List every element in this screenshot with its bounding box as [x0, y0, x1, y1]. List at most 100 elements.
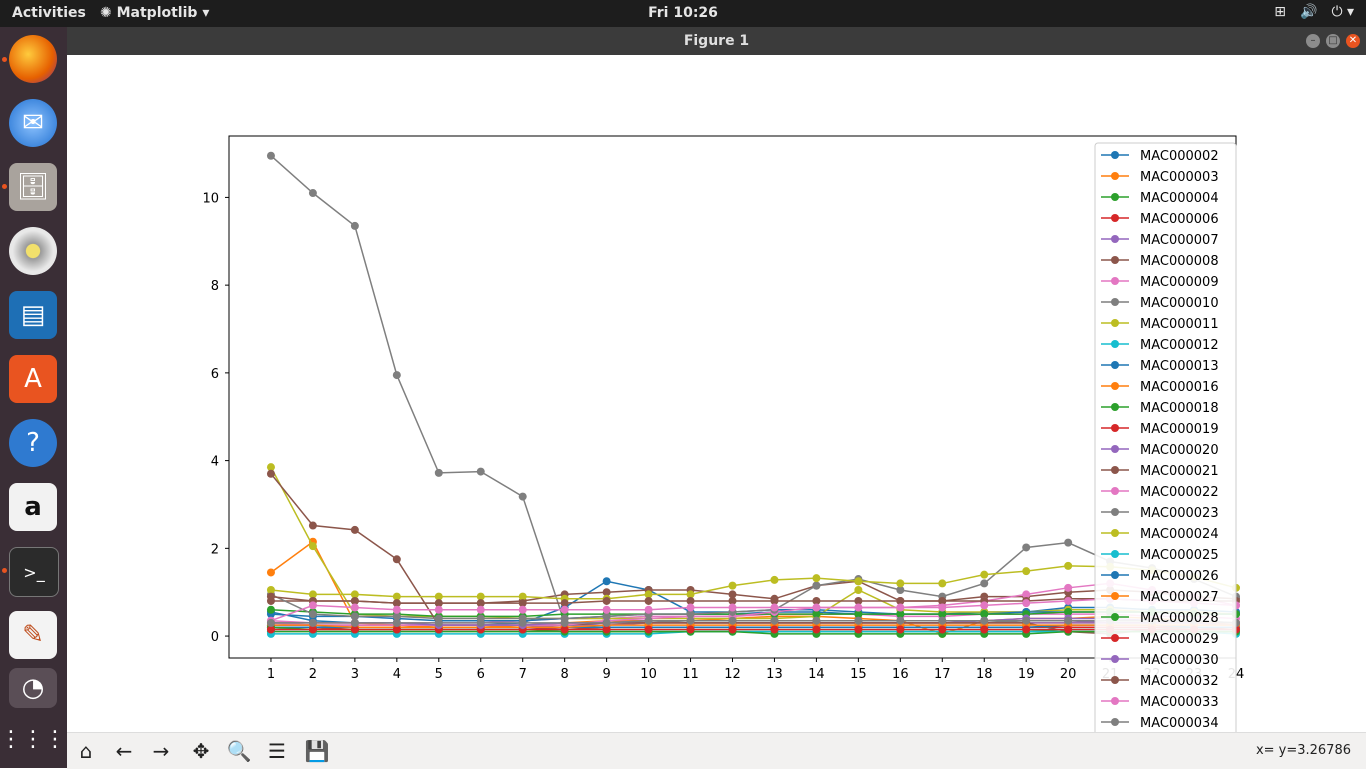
data-point [435, 619, 443, 627]
save-icon[interactable]: 💾 [303, 738, 331, 764]
home-icon[interactable]: ⌂ [72, 738, 100, 764]
figure-canvas[interactable]: 123456789101112131415161718192021222324 … [67, 55, 1366, 732]
x-tick-label: 11 [682, 667, 699, 682]
line-chart[interactable]: 123456789101112131415161718192021222324 … [67, 55, 1366, 732]
zoom-icon[interactable]: 🔍 [225, 738, 253, 764]
data-point [603, 619, 611, 627]
data-point [1022, 625, 1030, 633]
x-tick-label: 5 [435, 667, 443, 682]
legend-label: MAC000016 [1140, 380, 1219, 395]
forward-icon[interactable]: → [147, 738, 175, 764]
legend-label: MAC000018 [1140, 401, 1219, 416]
y-tick-label: 10 [202, 191, 219, 206]
configure-subplots-icon[interactable]: ☰ [263, 738, 291, 764]
legend-swatch-marker [1111, 634, 1119, 642]
data-point [854, 625, 862, 633]
legend: MAC000002MAC000003MAC000004MAC000006MAC0… [1095, 143, 1236, 732]
network-icon: ⊞ [1274, 4, 1286, 20]
data-point [267, 619, 275, 627]
window-titlebar[interactable]: Figure 1 – □ ✕ [67, 27, 1366, 55]
pan-icon[interactable]: ✥ [187, 738, 215, 764]
legend-swatch-marker [1111, 340, 1119, 348]
legend-label: MAC000024 [1140, 527, 1219, 542]
data-point [812, 617, 820, 625]
data-point [519, 619, 527, 627]
legend-swatch-marker [1111, 550, 1119, 558]
activities-button[interactable]: Activities [12, 5, 86, 21]
text-editor-icon[interactable]: ✎ [9, 611, 57, 659]
data-point [938, 579, 946, 587]
firefox-icon[interactable] [9, 35, 57, 83]
data-point [267, 593, 275, 601]
data-point [351, 619, 359, 627]
legend-swatch-marker [1111, 676, 1119, 684]
data-point [854, 604, 862, 612]
y-ticks: 0246810 [202, 191, 229, 645]
software-icon[interactable]: A [9, 355, 57, 403]
x-tick-label: 13 [766, 667, 783, 682]
thunderbird-icon[interactable]: ✉ [9, 99, 57, 147]
legend-swatch-marker [1111, 697, 1119, 705]
legend-label: MAC000007 [1140, 233, 1219, 248]
data-point [519, 606, 527, 614]
data-point [729, 604, 737, 612]
legend-swatch-marker [1111, 172, 1119, 180]
data-point [729, 625, 737, 633]
x-tick-label: 20 [1060, 667, 1077, 682]
data-point [770, 617, 778, 625]
data-point [687, 625, 695, 633]
legend-label: MAC000029 [1140, 632, 1219, 647]
legend-swatch-marker [1111, 424, 1119, 432]
x-tick-label: 17 [934, 667, 951, 682]
data-point [980, 579, 988, 587]
data-point [393, 606, 401, 614]
legend-label: MAC000021 [1140, 464, 1219, 479]
system-tray[interactable]: ⊞ 🔊 ⏻ ▾ [1274, 4, 1354, 20]
legend-label: MAC000011 [1140, 317, 1219, 332]
x-tick-label: 19 [1018, 667, 1035, 682]
y-tick-label: 4 [211, 455, 219, 470]
help-icon[interactable]: ? [9, 419, 57, 467]
x-tick-label: 3 [351, 667, 359, 682]
legend-swatch-marker [1111, 718, 1119, 726]
app-menu[interactable]: ✺ Matplotlib ▾ [100, 5, 209, 21]
x-tick-label: 9 [602, 667, 610, 682]
matplotlib-icon[interactable]: ◔ [9, 668, 57, 708]
minimize-button[interactable]: – [1306, 34, 1320, 48]
rhythmbox-icon[interactable] [9, 227, 57, 275]
x-tick-label: 12 [724, 667, 741, 682]
data-point [351, 526, 359, 534]
data-point [980, 617, 988, 625]
close-button[interactable]: ✕ [1346, 34, 1360, 48]
x-tick-label: 16 [892, 667, 909, 682]
files-icon[interactable]: 🗄 [9, 163, 57, 211]
data-point [603, 597, 611, 605]
data-point [938, 617, 946, 625]
data-point [477, 606, 485, 614]
x-tick-label: 8 [561, 667, 569, 682]
show-apps-icon[interactable]: ⋮⋮⋮ [9, 715, 57, 763]
volume-icon: 🔊 [1300, 4, 1317, 20]
running-indicator [2, 568, 7, 573]
data-point [896, 604, 904, 612]
legend-swatch-marker [1111, 592, 1119, 600]
data-point [687, 604, 695, 612]
data-point [477, 468, 485, 476]
back-icon[interactable]: ← [110, 738, 138, 764]
legend-swatch-marker [1111, 151, 1119, 159]
legend-swatch-marker [1111, 655, 1119, 663]
data-point [1022, 543, 1030, 551]
legend-swatch-marker [1111, 613, 1119, 621]
data-point [393, 555, 401, 563]
maximize-button[interactable]: □ [1326, 34, 1340, 48]
legend-label: MAC000009 [1140, 275, 1219, 290]
data-point [812, 574, 820, 582]
writer-icon[interactable]: ▤ [9, 291, 57, 339]
amazon-icon[interactable]: a [9, 483, 57, 531]
y-tick-label: 2 [211, 542, 219, 557]
data-point [854, 586, 862, 594]
data-point [770, 576, 778, 584]
y-tick-label: 8 [211, 279, 219, 294]
terminal-icon[interactable]: >_ [9, 547, 59, 597]
data-point [351, 222, 359, 230]
